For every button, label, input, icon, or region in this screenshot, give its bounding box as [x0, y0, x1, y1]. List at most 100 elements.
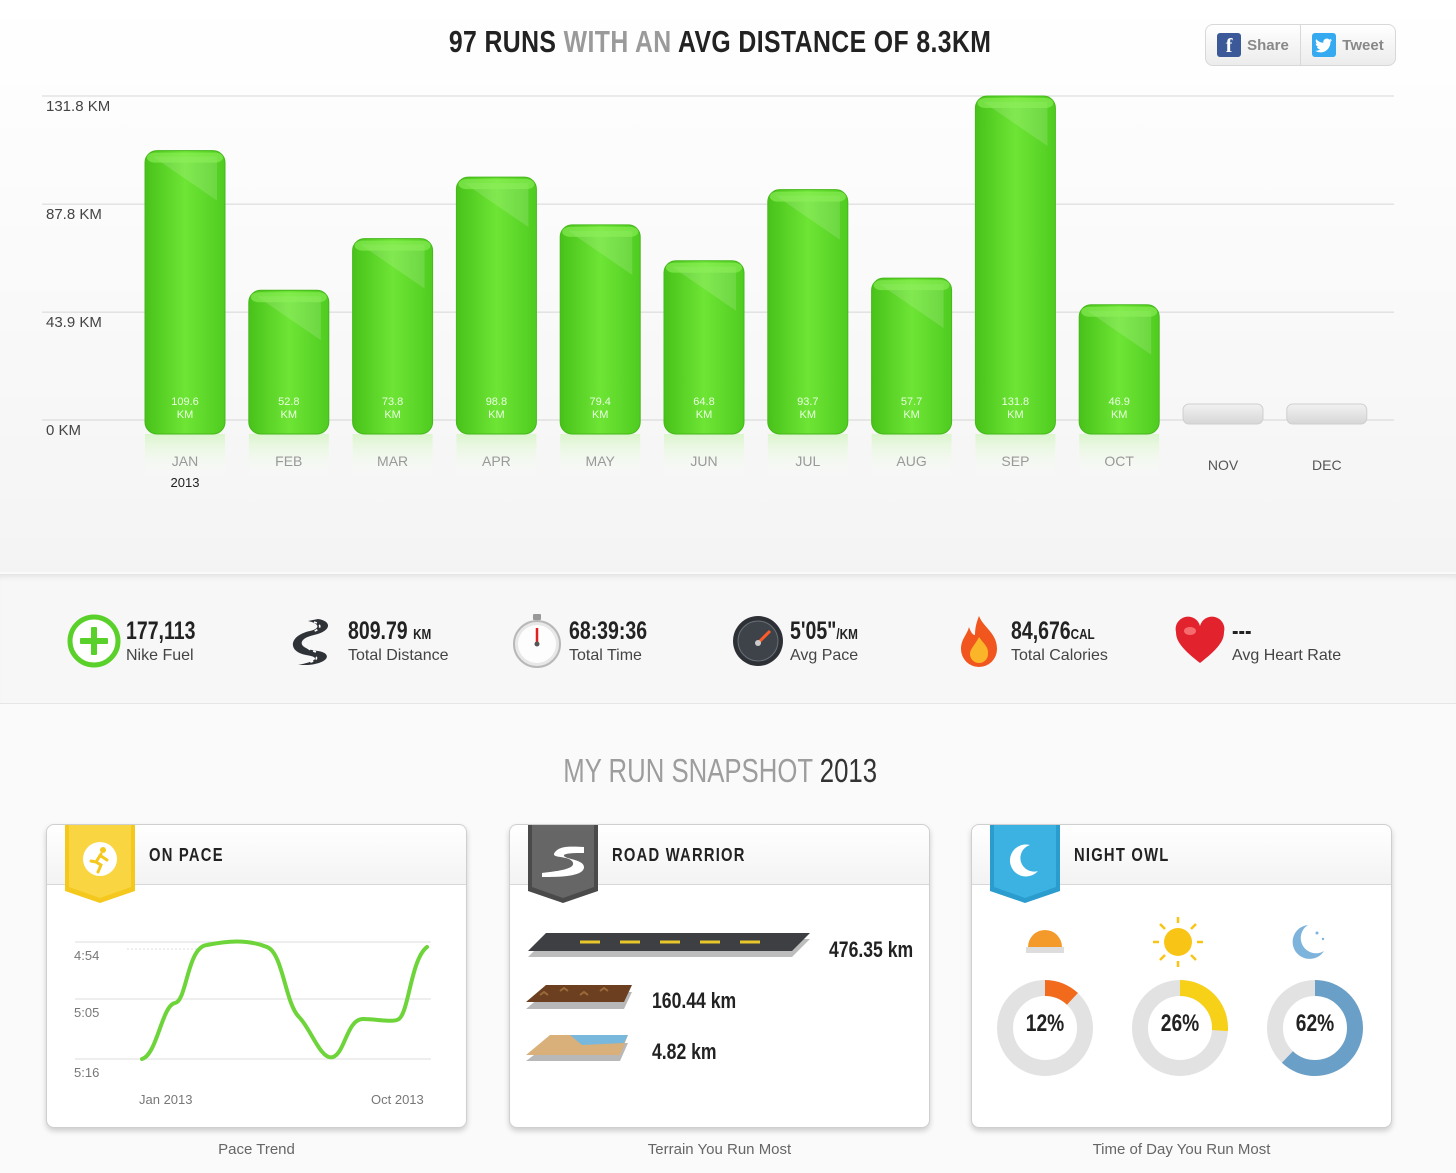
bar-unit-label: KM — [592, 409, 609, 421]
stat-label: Nike Fuel — [126, 647, 194, 664]
bar-aug — [871, 277, 953, 435]
bar-unit-label: KM — [903, 409, 920, 421]
flame-icon — [961, 616, 997, 667]
x-tick-label: JUN — [690, 453, 717, 469]
bar-reflection — [767, 434, 848, 480]
empty-bar-dec — [1286, 403, 1368, 425]
card-title: ON PACE — [149, 845, 224, 865]
monthly-distance-section: 0 KM 43.9 KM 87.8 KM 131.8 KM 109.6 KM JAN 52.8… — [0, 0, 1456, 572]
runner-badge-icon — [65, 825, 135, 903]
y-tick-label: 87.8 KM — [46, 206, 102, 223]
snapshot-year: 2013 — [819, 752, 877, 789]
bar-may — [559, 224, 641, 435]
headline: 97 RUNS WITH AN AVG DISTANCE OF 8.3KM — [0, 24, 1440, 60]
bar-jan — [144, 150, 226, 435]
snapshot-title-text: MY RUN SNAPSHOT — [563, 752, 813, 789]
day-donut-arc — [1132, 980, 1228, 1076]
bar-highlight — [672, 266, 736, 311]
bar-unit-label: KM — [1111, 409, 1128, 421]
x-tick-label: SEP — [1001, 453, 1029, 469]
road-icon — [292, 619, 329, 665]
morning-percent: 12% — [1025, 1010, 1065, 1037]
bar-unit-label: KM — [1007, 409, 1024, 421]
bar-unit-label: KM — [696, 409, 713, 421]
card-title: ROAD WARRIOR — [612, 845, 746, 865]
bar-value-label: 131.8 — [1002, 396, 1030, 408]
sun-icon — [1153, 917, 1203, 967]
x-tick-label: NOV — [1208, 457, 1239, 473]
beach-distance: 4.82 km — [652, 1039, 717, 1064]
bar-value-label: 93.7 — [797, 396, 818, 408]
x-tick-label: JUL — [795, 453, 820, 469]
bar-highlight — [256, 296, 321, 341]
headline-runs: 97 RUNS — [448, 24, 557, 59]
bar-value-label: 52.8 — [278, 396, 299, 408]
x-tick-label: AUG — [896, 453, 926, 469]
bar-reflection — [975, 434, 1056, 480]
bar-top-cap — [769, 191, 846, 202]
bar-value-label: 64.8 — [693, 396, 714, 408]
bar-top-cap — [977, 98, 1054, 108]
bar-mar — [352, 238, 434, 435]
stat-value: 84,676CAL — [1011, 617, 1095, 645]
y-tick-label: 43.9 KM — [46, 314, 102, 331]
bar-highlight — [775, 195, 840, 240]
bar-highlight — [1087, 310, 1152, 355]
facebook-icon: f — [1217, 33, 1242, 57]
bar-unit-label: KM — [177, 409, 194, 421]
bar-unit-label: KM — [800, 409, 817, 421]
share-label: Share — [1247, 36, 1289, 54]
bar-highlight — [983, 102, 1048, 146]
bar-value-label: 57.7 — [901, 396, 922, 408]
social-buttons: f Share Tweet — [1205, 24, 1396, 66]
stat-value: 5'05"/KM — [790, 617, 858, 645]
sunrise-icon — [1026, 930, 1064, 953]
night-owl-card[interactable]: NIGHT OWL 12% 26% 62% — [971, 824, 1392, 1128]
headline-connector: WITH AN — [563, 24, 672, 59]
bar-unit-label: KM — [488, 409, 505, 421]
bar-highlight — [464, 183, 529, 228]
stat-value: 68:39:36 — [569, 617, 648, 645]
twitter-icon — [1312, 33, 1337, 57]
bar-reflection — [1079, 434, 1160, 480]
bar-unit-label: KM — [384, 409, 401, 421]
stat-label: Total Distance — [348, 647, 449, 664]
moon-badge-icon — [990, 825, 1060, 903]
tweet-label: Tweet — [1342, 36, 1384, 54]
bar-reflection — [352, 434, 433, 480]
time-of-day-caption: Time of Day You Run Most — [1092, 1141, 1271, 1158]
bar-highlight — [153, 156, 217, 201]
morning-donut-arc — [997, 980, 1093, 1076]
stopwatch-icon — [513, 614, 561, 668]
facebook-share-button[interactable]: f Share — [1206, 25, 1300, 65]
terrain-illustrations — [526, 933, 810, 1061]
bar-reflection — [248, 434, 329, 480]
night-percent: 62% — [1295, 1010, 1335, 1037]
road-warrior-card[interactable]: ROAD WARRIOR 476.35 km 160.44 km 4.82 km — [509, 824, 930, 1128]
x-tick-label: OCT — [1104, 453, 1134, 469]
bar-value-label: 46.9 — [1108, 396, 1129, 408]
stat-label: Total Time — [569, 647, 642, 664]
speedometer-icon — [733, 616, 783, 666]
twitter-tweet-button[interactable]: Tweet — [1300, 25, 1395, 65]
x-tick-label: FEB — [275, 453, 302, 469]
on-pace-card[interactable]: ON PACE 4:54 5:05 5:16 Jan 2013 Oct 2013 — [46, 824, 467, 1128]
bar-top-cap — [873, 280, 950, 291]
headline-avg: AVG DISTANCE OF 8.3KM — [677, 24, 992, 59]
stats-strip: 177,113 Nike Fuel 809.79 KM Total Distan… — [0, 574, 1456, 704]
x-tick-label: MAY — [586, 453, 616, 469]
road-distance: 476.35 km — [829, 937, 914, 962]
time-of-day-chart — [997, 917, 1363, 1076]
pace-trend-chart — [75, 939, 431, 1061]
bar-apr — [455, 176, 537, 435]
bar-reflection — [145, 434, 225, 480]
bar-value-label: 109.6 — [171, 396, 199, 408]
x-tick-label: MAR — [377, 453, 408, 469]
day-percent: 26% — [1160, 1010, 1200, 1037]
pace-trend-line — [140, 939, 429, 1061]
y-tick-label: 131.8 KM — [46, 98, 110, 115]
x-tick-label: APR — [482, 453, 511, 469]
bar-oct — [1078, 304, 1160, 435]
pace-trend-caption: Pace Trend — [218, 1141, 295, 1158]
